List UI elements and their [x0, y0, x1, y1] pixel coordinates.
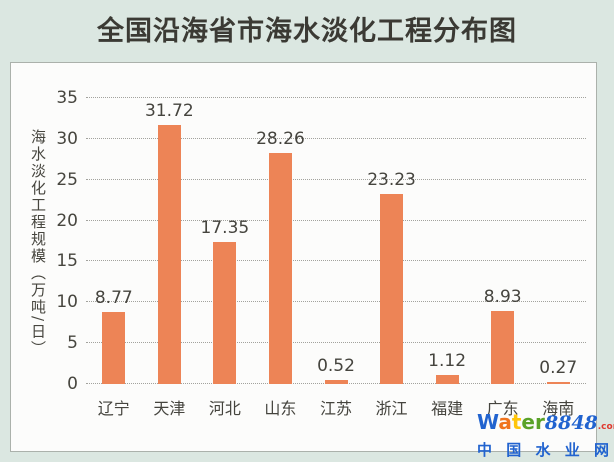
bar-河北: [213, 242, 237, 384]
y-tick-label-35: 35: [56, 88, 78, 108]
bar-江苏: [324, 379, 348, 384]
y-tick-label-15: 15: [56, 251, 78, 272]
x-tick-label: 江苏: [319, 399, 352, 418]
bar-广东: [491, 311, 515, 384]
bar-天津: [157, 124, 181, 384]
x-tick-label: 福建: [431, 399, 464, 418]
y-tick-label-25: 25: [56, 169, 78, 190]
gridline-30: [86, 137, 586, 139]
bar-辽宁: [102, 312, 126, 384]
bar-value-label: 28.26: [256, 129, 305, 150]
brand-letter: W: [477, 410, 499, 434]
watermark-brand-number: 8848: [544, 412, 598, 434]
gridline-15: [86, 260, 586, 262]
brand-letter: e: [521, 410, 535, 434]
bar-value-label: 8.77: [94, 288, 133, 309]
gridline-35: [86, 97, 586, 98]
site-name-char: 中: [477, 441, 493, 459]
x-tick-label: 浙江: [375, 399, 408, 418]
site-name-char: 业: [564, 441, 580, 459]
bar-value-label: 8.93: [483, 287, 522, 308]
x-tick-label: 天津: [153, 399, 186, 418]
x-tick-label: 广东: [486, 399, 519, 418]
x-tick-label: 辽宁: [97, 399, 130, 418]
bar-海南: [546, 381, 570, 384]
watermark-brand-tld: .com: [597, 422, 614, 432]
y-tick-label-30: 30: [56, 128, 78, 149]
x-tick-label: 海南: [542, 399, 575, 418]
bar-value-label: 31.72: [144, 100, 194, 121]
site-name-char: 国: [506, 441, 522, 459]
watermark-brand-word: Water: [477, 410, 545, 434]
brand-letter: r: [535, 410, 545, 434]
bar-value-label: 17.35: [200, 218, 250, 239]
chart-title: 全国沿海省市海水淡化工程分布图: [97, 16, 517, 47]
y-axis-title: 海水淡化工程规模（万吨/日）: [29, 128, 47, 358]
gridline-10: [86, 301, 586, 303]
x-tick-label: 河北: [208, 399, 241, 418]
plot-area: 0 5 10 15 20 25 30 35 8.77 辽宁 31.72 天津 17.35 河北 28.26 山…: [56, 88, 586, 418]
bar-浙江: [380, 194, 404, 384]
y-tick-label-5: 5: [67, 333, 78, 354]
gridline-25: [86, 178, 586, 180]
chart-panel: 海水淡化工程规模（万吨/日） 0 5 10 15 20 25 30 35 8.77 辽宁 31.72…: [10, 62, 597, 452]
x-tick-label: 山东: [264, 399, 297, 418]
brand-letter: t: [511, 410, 522, 434]
site-name-char: 水: [535, 441, 551, 459]
bar-福建: [435, 374, 459, 384]
brand-letter: a: [498, 410, 512, 434]
site-name-char: 网: [593, 441, 609, 459]
bar-value-label: 1.12: [428, 350, 467, 371]
y-tick-label-10: 10: [56, 292, 78, 313]
y-tick-label-0: 0: [67, 374, 78, 394]
bar-山东: [268, 153, 292, 384]
y-tick-label-20: 20: [56, 210, 78, 231]
bar-value-label: 23.23: [367, 170, 416, 191]
watermark-site-name: 中国水业网: [477, 439, 609, 460]
gridline-20: [86, 219, 586, 221]
bar-value-label: 0.27: [539, 357, 578, 378]
gridline-5: [86, 342, 586, 344]
watermark-logo: Water8848.com: [477, 410, 614, 437]
bar-value-label: 0.52: [317, 355, 355, 376]
